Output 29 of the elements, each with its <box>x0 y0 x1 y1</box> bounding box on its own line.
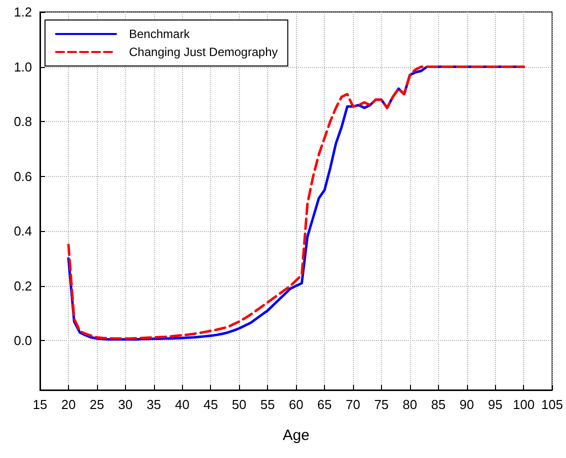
x-tick-label: 85 <box>431 397 446 412</box>
x-tick-label: 25 <box>90 397 104 412</box>
x-tick-label: 35 <box>146 397 162 412</box>
x-tick-label: 80 <box>402 397 418 412</box>
legend-label: Changing Just Demography <box>129 45 278 59</box>
x-tick-label: 55 <box>260 397 275 412</box>
y-tick-label: 1.2 <box>14 4 32 20</box>
x-tick-label: 60 <box>288 397 304 412</box>
x-tick-label: 50 <box>232 397 246 412</box>
x-tick-label: 40 <box>175 397 190 412</box>
x-tick-label: 15 <box>32 397 48 412</box>
x-tick-label: 75 <box>374 397 389 412</box>
x-tick-label: 70 <box>346 397 360 412</box>
x-tick-label: 65 <box>317 397 332 412</box>
x-axis-title: Age <box>282 427 310 444</box>
y-tick-label: 0.6 <box>14 168 32 184</box>
x-tick-label: 105 <box>541 397 564 412</box>
y-tick-label: 0.8 <box>14 114 32 130</box>
y-tick-label: 0.4 <box>14 224 32 239</box>
y-tick-label: 0.2 <box>14 278 32 294</box>
x-tick-label: 45 <box>203 397 218 412</box>
x-tick-label: 30 <box>118 397 133 412</box>
x-tick-label: 90 <box>460 397 474 412</box>
y-tick-label: 1.0 <box>14 59 32 74</box>
x-tick-label: 20 <box>61 397 76 412</box>
x-tick-label: 95 <box>488 397 502 412</box>
x-tick-label: 100 <box>512 397 535 412</box>
legend-label: Benchmark <box>129 27 191 41</box>
y-tick-label: 0.0 <box>14 333 32 348</box>
